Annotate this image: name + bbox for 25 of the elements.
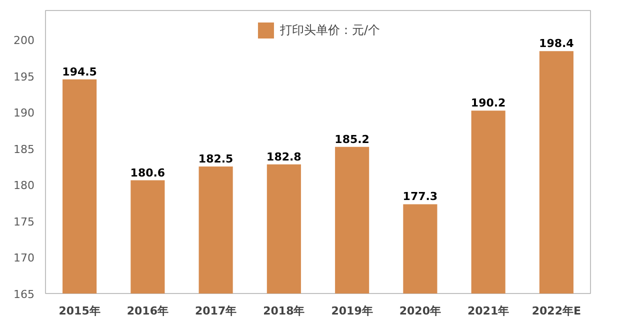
x-tick-label: 2020年	[399, 304, 442, 318]
x-tick-label: 2016年	[126, 304, 169, 318]
data-label: 198.4	[539, 37, 574, 50]
data-label: 185.2	[334, 132, 370, 146]
data-label: 177.3	[402, 190, 438, 204]
y-tick-label: 175	[14, 215, 35, 228]
y-tick-label: 195	[14, 70, 35, 84]
y-tick-label: 190	[14, 106, 35, 120]
data-label: 182.8	[266, 150, 302, 164]
x-tick-label: 2018年	[263, 304, 305, 318]
x-tick-label: 2015年	[58, 304, 100, 318]
x-tick-label: 2019年	[331, 304, 373, 318]
data-label: 180.6	[130, 166, 166, 180]
x-tick-label: 2022年E	[532, 304, 582, 318]
data-label: 190.2	[470, 96, 506, 110]
y-tick-label: 185	[14, 142, 35, 156]
y-tick-label: 200	[14, 34, 35, 48]
x-tick-label: 2021年	[468, 304, 510, 318]
y-tick-label: 180	[14, 179, 35, 192]
data-label: 194.5	[62, 65, 97, 78]
data-label: 182.5	[198, 152, 234, 166]
y-tick-label: 165	[14, 288, 35, 301]
x-tick-label: 2017年	[195, 304, 237, 318]
y-tick-label: 170	[14, 252, 35, 265]
legend-label: 打印头单价：元/个	[280, 22, 380, 38]
